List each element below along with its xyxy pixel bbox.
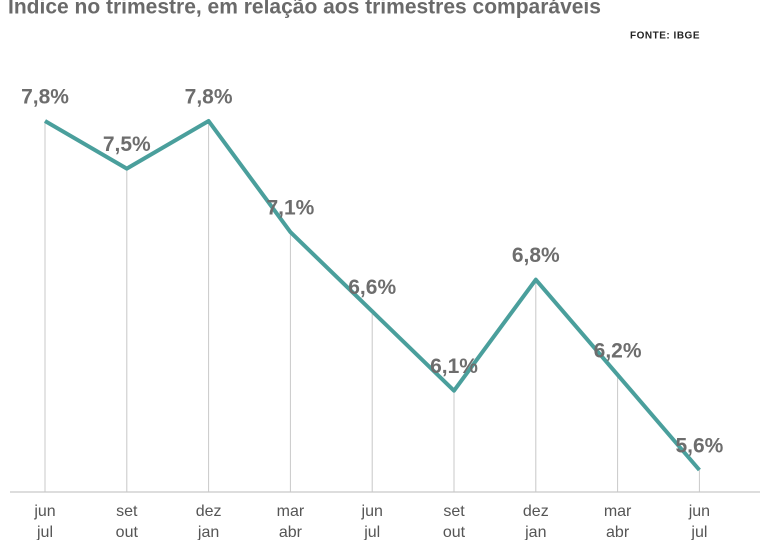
value-label: 5,6% (675, 435, 723, 458)
value-label: 6,1% (430, 355, 478, 378)
value-label: 7,5% (103, 133, 151, 156)
x-tick-label: jun (33, 503, 55, 520)
x-tick-label: jan (524, 524, 546, 540)
data-line (43, 119, 701, 472)
x-tick-label: abr (606, 524, 630, 540)
value-label: 7,8% (21, 86, 69, 109)
x-tick-label: jun (688, 503, 710, 520)
x-tick-label: out (443, 524, 466, 540)
x-tick-label: jul (690, 524, 707, 540)
chart-title: Índice no trimestre, em relação aos trim… (8, 0, 601, 19)
x-tick-label: set (116, 503, 138, 520)
value-label: 6,2% (594, 339, 642, 362)
source: FONTE: IBGE (630, 31, 700, 42)
value-label: 7,1% (266, 197, 314, 220)
x-tick-label: jul (36, 524, 53, 540)
x-tick-label: dez (196, 503, 222, 520)
x-tick-label: abr (279, 524, 303, 540)
x-tick-label: jan (197, 524, 219, 540)
value-label: 7,8% (185, 86, 233, 109)
x-tick-label: mar (604, 503, 632, 520)
value-label: 6,8% (512, 244, 560, 267)
x-tick-label: set (443, 503, 465, 520)
x-tick-label: jul (363, 524, 380, 540)
x-tick-label: mar (277, 503, 305, 520)
x-tick-label: out (116, 524, 139, 540)
x-tick-label: jun (361, 503, 383, 520)
x-tick-label: dez (523, 503, 549, 520)
value-label: 6,6% (348, 276, 396, 299)
